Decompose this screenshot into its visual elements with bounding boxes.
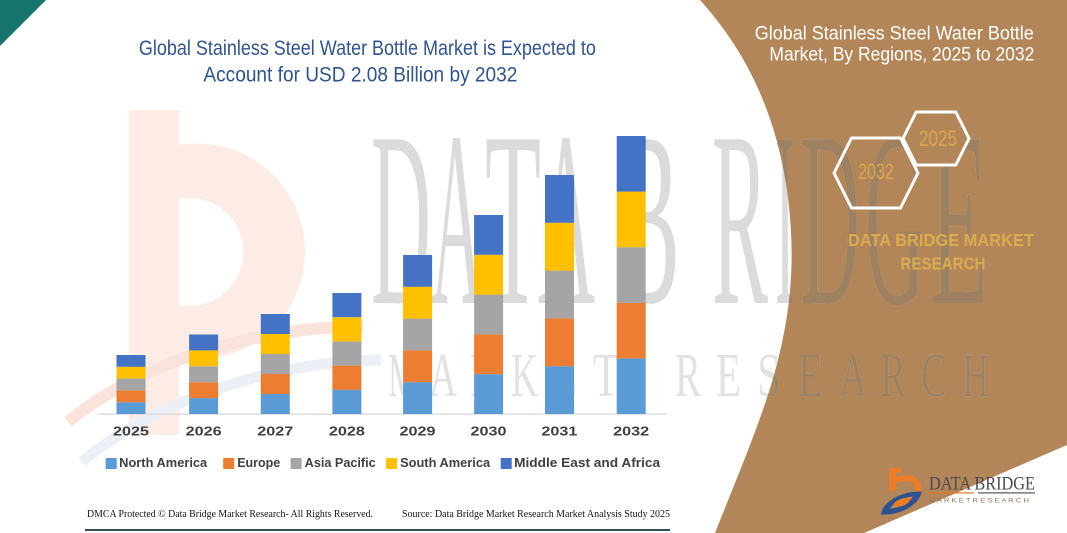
svg-text:R: R	[880, 342, 906, 410]
svg-text:Global Stainless Steel Water B: Global Stainless Steel Water Bottle Mark…	[139, 37, 596, 60]
svg-text:2030: 2030	[471, 425, 507, 439]
svg-text:R: R	[675, 342, 701, 410]
svg-text:H: H	[962, 342, 989, 410]
svg-text:2032: 2032	[613, 425, 649, 439]
svg-text:South America: South America	[400, 456, 491, 470]
svg-text:Source: Data Bridge Market Res: Source: Data Bridge Market Research Mark…	[402, 508, 670, 520]
svg-text:Account for USD 2.08 Billion b: Account for USD 2.08 Billion by 2032	[203, 64, 517, 87]
svg-text:D: D	[800, 81, 860, 358]
svg-text:S: S	[757, 342, 781, 410]
svg-text:DATA BRIDGE: DATA BRIDGE	[929, 474, 1035, 495]
svg-text:K: K	[511, 342, 538, 410]
svg-text:I: I	[775, 81, 795, 358]
svg-text:E: E	[716, 342, 741, 410]
svg-text:E: E	[798, 342, 823, 410]
svg-text:Asia Pacific: Asia Pacific	[305, 456, 376, 470]
svg-text:Market, By Regions, 2025 to 20: Market, By Regions, 2025 to 2032	[769, 45, 1034, 66]
svg-text:R: R	[712, 81, 768, 358]
svg-text:R: R	[880, 342, 906, 410]
svg-text:RESEARCH: RESEARCH	[901, 254, 986, 274]
svg-text:C: C	[921, 342, 947, 410]
svg-text:Middle East and Africa: Middle East and Africa	[514, 456, 661, 470]
svg-text:2032: 2032	[858, 159, 894, 184]
svg-text:H: H	[962, 342, 989, 410]
svg-text:Europe: Europe	[237, 456, 280, 470]
svg-text:North America: North America	[119, 456, 208, 470]
svg-text:2025: 2025	[919, 126, 957, 151]
svg-text:DMCA Protected © Data Bridge M: DMCA Protected © Data Bridge Market Rese…	[87, 508, 373, 520]
svg-text:2026: 2026	[186, 425, 222, 439]
svg-text:2029: 2029	[400, 425, 436, 439]
svg-text:Global Stainless Steel Water B: Global Stainless Steel Water Bottle	[755, 24, 1034, 45]
svg-text:E: E	[798, 342, 823, 410]
svg-text:C: C	[921, 342, 947, 410]
svg-text:A: A	[839, 342, 867, 410]
svg-text:T: T	[593, 342, 619, 410]
svg-text:DATA BRIDGE MARKET: DATA BRIDGE MARKET	[848, 230, 1034, 250]
svg-text:2031: 2031	[541, 425, 577, 439]
svg-text:A: A	[429, 342, 457, 410]
svg-text:2027: 2027	[257, 425, 293, 439]
svg-text:2028: 2028	[329, 425, 365, 439]
svg-text:D: D	[800, 81, 860, 358]
svg-text:M A R K E T R E S E A R C H: M A R K E T R E S E A R C H	[929, 498, 1029, 505]
svg-text:2025: 2025	[113, 425, 149, 439]
svg-text:A: A	[839, 342, 867, 410]
